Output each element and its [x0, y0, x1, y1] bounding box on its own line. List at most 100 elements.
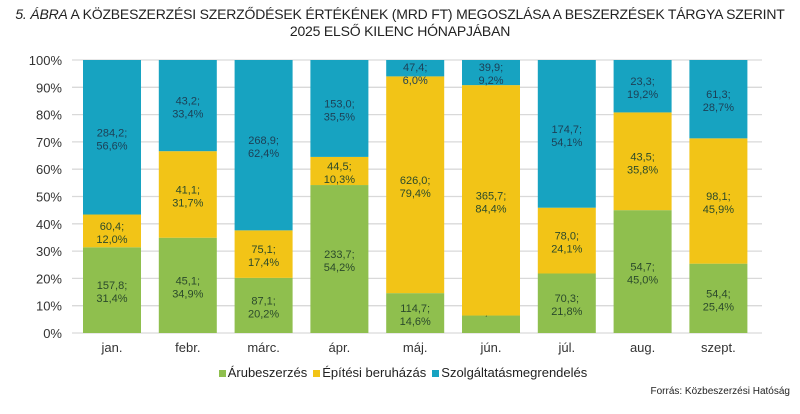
- bar-segment: [310, 156, 369, 186]
- x-tick-label: febr.: [175, 340, 200, 355]
- source-note: Forrás: Közbeszerzési Hatóság: [650, 386, 790, 397]
- legend-entry: Szolgáltatásmegrendelés: [441, 365, 588, 380]
- data-label: 23,3;: [630, 76, 654, 88]
- x-tick-label: máj.: [403, 340, 428, 355]
- data-label: 31,7%: [172, 197, 203, 209]
- data-label: 153,0;: [324, 98, 355, 110]
- data-label: 45,0%: [627, 275, 658, 287]
- title-text: A KÖZBESZERZÉSI SZERZŐDÉSEK ÉRTÉKÉNEK (M…: [67, 6, 785, 22]
- data-label: 35,5%: [324, 111, 355, 123]
- data-label: 34,9%: [172, 288, 203, 300]
- legend-swatch: [432, 370, 440, 377]
- data-label: 114,7;: [400, 303, 430, 315]
- data-label: 33,4%: [172, 109, 203, 121]
- data-label: 284,2;: [97, 127, 128, 139]
- legend-entry: Árubeszerzés: [227, 365, 308, 380]
- bar-segment: [310, 185, 369, 333]
- bar-segment: [158, 151, 217, 238]
- x-tick-label: jan.: [101, 340, 123, 355]
- bar-segment: [613, 210, 672, 333]
- bar-segment: [386, 60, 445, 77]
- bar-segment: [689, 60, 748, 139]
- bar-segment: [158, 60, 217, 152]
- data-label: 24,1%: [551, 244, 582, 256]
- bar-segment: [462, 85, 520, 316]
- data-label: 10,3%: [324, 174, 355, 186]
- data-label: 54,7;: [630, 262, 654, 274]
- bar-segment: [234, 60, 293, 231]
- data-label: 60,4;: [100, 221, 124, 233]
- bar-segment: [462, 315, 520, 333]
- y-tick-label: 10%: [36, 299, 62, 314]
- data-label: 62,4%: [248, 148, 279, 160]
- data-label: 54,4;: [706, 288, 730, 300]
- bar-segment: [310, 60, 369, 157]
- y-tick-label: 90%: [36, 80, 62, 95]
- x-tick-label: jún.: [480, 340, 502, 355]
- x-tick-label: ápr.: [329, 340, 351, 355]
- bar-segment: [613, 112, 672, 211]
- y-tick-label: 50%: [36, 190, 62, 205]
- y-tick-label: 40%: [36, 217, 62, 232]
- bar-segment: [83, 214, 141, 248]
- data-label: 84,4%: [475, 203, 506, 215]
- data-label: 21,8%: [551, 306, 582, 318]
- data-label: 75,1;: [251, 244, 275, 256]
- data-label: 47,4;: [403, 62, 427, 74]
- legend-entry: Építési beruházás: [322, 365, 427, 380]
- data-label: 12,0%: [96, 234, 127, 246]
- data-label: 70,3;: [555, 293, 579, 305]
- data-label: 31,4%: [96, 293, 127, 305]
- data-label: 28,7%: [703, 102, 734, 114]
- y-tick-label: 20%: [36, 271, 62, 286]
- title-prefix: 5. ÁBRA: [15, 6, 68, 22]
- bar-segment: [537, 207, 596, 274]
- data-label: 39,9;: [479, 62, 503, 74]
- data-label: 157,8;: [97, 280, 128, 292]
- data-label: 61,3;: [706, 89, 730, 101]
- data-label: 54,2%: [324, 262, 355, 274]
- x-tick-label: márc.: [247, 340, 280, 355]
- chart-title: 5. ÁBRA A KÖZBESZERZÉSI SZERZŐDÉSEK ÉRTÉ…: [0, 6, 800, 40]
- bar-segment: [689, 138, 748, 264]
- legend: Árubeszerzés Építési beruházás Szolgáltatá…: [0, 365, 800, 380]
- data-label: 365,7;: [476, 190, 507, 202]
- data-label: 56,6%: [96, 140, 127, 152]
- data-label: 78,0;: [555, 231, 579, 243]
- x-tick-label: szept.: [701, 340, 736, 355]
- data-label: 45,1;: [176, 275, 200, 287]
- bar-segment: [537, 273, 596, 333]
- data-label: 14,6%: [400, 316, 431, 328]
- x-tick-label: júl.: [557, 340, 575, 355]
- data-label: 174,7;: [552, 124, 583, 136]
- data-label: 98,1;: [706, 191, 730, 203]
- data-label: 17,4%: [248, 257, 279, 269]
- bar-segment: [386, 76, 445, 294]
- y-tick-label: 60%: [36, 162, 62, 177]
- bar-segment: [462, 60, 520, 86]
- data-label: 44,5;: [327, 161, 351, 173]
- bar-segment: [83, 60, 141, 215]
- data-label: 79,4%: [400, 188, 431, 200]
- data-label: 25,4%: [703, 301, 734, 313]
- bar-segment: [234, 230, 293, 278]
- bar-segment: [158, 237, 217, 333]
- data-label: 6,0%: [403, 75, 428, 87]
- bar-segment: [613, 60, 672, 113]
- bar-segment: [234, 277, 293, 333]
- data-label: 43,2;: [176, 96, 200, 108]
- legend-swatch: [313, 370, 321, 377]
- data-label: 41,1;: [176, 184, 200, 196]
- data-label: 20,2%: [248, 308, 279, 320]
- y-tick-label: 80%: [36, 108, 62, 123]
- bar-segment: [83, 247, 141, 333]
- data-label: 45,9%: [703, 204, 734, 216]
- data-label: 626,0;: [400, 175, 431, 187]
- data-label: 35,8%: [627, 164, 658, 176]
- legend-swatch: [218, 370, 226, 377]
- data-label: 43,5;: [630, 151, 654, 163]
- data-label: 87,1;: [251, 295, 275, 307]
- x-tick-label: aug.: [630, 340, 655, 355]
- bar-segment: [537, 60, 596, 208]
